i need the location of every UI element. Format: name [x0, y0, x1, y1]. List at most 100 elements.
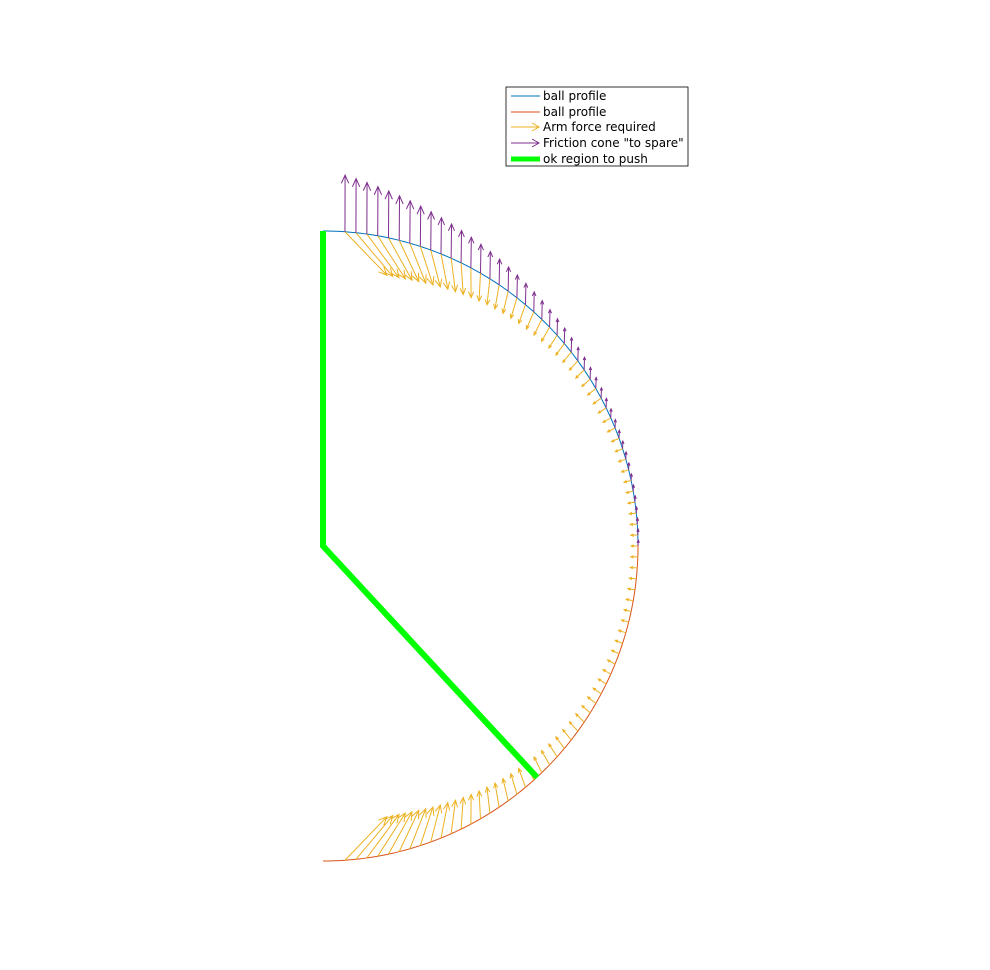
- arm-force-arrow-head: [580, 704, 585, 709]
- friction-cone-arrow: [582, 356, 587, 370]
- arm-force-arrow-head: [540, 337, 545, 343]
- friction-cone-arrow: [604, 397, 609, 408]
- friction-cone-arrow: [636, 527, 640, 536]
- friction-cone-arrow-head: [599, 386, 604, 391]
- arm-force-arrow: [450, 258, 459, 293]
- friction-cone-arrow: [523, 282, 529, 305]
- arm-force-arrow-shaft: [409, 808, 427, 849]
- arm-force-arrow-head: [484, 785, 491, 793]
- arm-force-arrow-shaft: [548, 334, 558, 349]
- arm-force-arrow: [459, 262, 467, 296]
- arm-force-arrow-head: [404, 810, 413, 821]
- arm-force-arrow-shaft: [611, 649, 620, 655]
- friction-cone-arrow-head: [624, 450, 628, 455]
- arm-force-arrow-shaft: [502, 291, 509, 314]
- arm-force-arrow-shaft: [377, 235, 406, 280]
- friction-cone-arrow-head: [613, 418, 617, 423]
- arm-force-arrow-shaft: [621, 619, 629, 623]
- arm-force-arrow: [628, 576, 637, 581]
- friction-cone-arrow-head: [362, 181, 372, 191]
- arm-force-arrow: [398, 809, 420, 852]
- arm-force-arrow: [628, 511, 637, 516]
- arm-force-arrow: [493, 284, 500, 311]
- arm-force-arrow-head: [434, 278, 443, 289]
- arm-force-arrow-head: [629, 565, 634, 570]
- arm-force-arrow: [622, 608, 632, 612]
- arm-force-arrow-shaft: [562, 351, 572, 363]
- arm-force-arrow: [574, 369, 585, 380]
- friction-cone-arrow-head: [540, 299, 545, 305]
- arm-force-arrow: [517, 304, 526, 325]
- arm-force-arrow-head: [606, 659, 611, 663]
- friction-cone-arrow-head: [617, 428, 621, 434]
- arm-force-arrow-shaft: [460, 262, 464, 295]
- friction-cone-arrow: [633, 494, 637, 503]
- arm-force-arrow: [606, 659, 616, 665]
- friction-cone-arrow: [405, 199, 415, 244]
- friction-cone-arrow: [562, 326, 567, 344]
- friction-cone-arrow-head: [340, 173, 350, 184]
- arm-force-arrow-head: [517, 319, 523, 325]
- arm-force-arrow: [377, 812, 407, 857]
- friction-cone-arrow: [340, 173, 350, 232]
- friction-cone-arrow: [609, 407, 613, 418]
- arm-force-arrow-head: [617, 629, 622, 633]
- friction-cone-arrow: [555, 317, 560, 336]
- arm-force-arrow-shaft: [615, 639, 623, 644]
- friction-cone-arrow-head: [633, 494, 637, 499]
- arm-force-arrow: [525, 311, 535, 331]
- arm-force-arrow-head: [501, 308, 507, 315]
- arm-force-arrow-shaft: [607, 427, 616, 433]
- arm-force-arrow-shaft: [575, 369, 585, 379]
- arm-force-arrow-head: [628, 511, 633, 516]
- arm-force-arrow-head: [434, 803, 443, 814]
- friction-cone-arrow: [634, 505, 639, 514]
- friction-cone-arrow-head: [523, 282, 529, 288]
- arm-force-arrow: [377, 235, 407, 280]
- friction-cone-arrow-head: [582, 356, 587, 361]
- arm-force-arrow-head: [620, 469, 625, 473]
- friction-cone-arrow: [594, 376, 598, 389]
- friction-cone-arrow-head: [458, 229, 465, 238]
- arm-force-arrow-shaft: [377, 812, 406, 857]
- arm-force-arrow: [388, 237, 413, 282]
- arm-force-arrow-shaft: [430, 804, 441, 843]
- arm-force-arrow-head: [397, 812, 407, 823]
- arm-force-arrow: [501, 777, 509, 801]
- legend-swatch-arm-force: [511, 122, 541, 132]
- arm-force-arrow-shaft: [587, 388, 597, 396]
- arm-force-arrow-head: [459, 287, 467, 296]
- arm-force-arrow-shaft: [398, 810, 420, 852]
- arm-force-arrow-head: [568, 367, 573, 372]
- friction-cone-arrow-head: [634, 505, 639, 510]
- arm-force-arrow-head: [624, 598, 630, 602]
- arm-force-arrow: [476, 273, 483, 303]
- friction-cone-arrow-head: [604, 397, 609, 402]
- arm-force-arrow: [629, 555, 638, 559]
- arm-force-arrow-shaft: [409, 243, 427, 284]
- friction-cone-arrow-head: [514, 273, 520, 280]
- friction-cone-arrow: [468, 235, 475, 268]
- arm-force-arrow-shaft: [366, 233, 400, 278]
- arm-force-arrow-head: [562, 728, 566, 733]
- friction-cone-arrow-head: [447, 222, 456, 232]
- arm-force-arrow-shaft: [440, 253, 449, 290]
- arm-force-arrow: [597, 678, 607, 685]
- arm-force-arrow-head: [586, 696, 591, 700]
- ball-profile-upper-curve: [322, 230, 639, 547]
- arm-force-arrow-shaft: [562, 729, 572, 741]
- arm-force-arrow-shaft: [615, 448, 623, 453]
- friction-cone-arrow-head: [588, 366, 593, 371]
- friction-cone-arrow-head: [555, 317, 560, 323]
- friction-cone-arrow: [617, 428, 621, 439]
- friction-cone-arrow-head: [351, 177, 361, 188]
- arm-force-arrow: [624, 490, 634, 494]
- arm-force-arrow-head: [442, 281, 451, 291]
- arm-force-arrow-head: [378, 815, 388, 826]
- arm-force-arrow-head: [384, 267, 394, 278]
- arm-force-arrow: [624, 598, 634, 602]
- plot-area: [320, 173, 640, 862]
- arm-force-arrow: [592, 397, 602, 405]
- friction-cone-arrow-head: [562, 326, 567, 332]
